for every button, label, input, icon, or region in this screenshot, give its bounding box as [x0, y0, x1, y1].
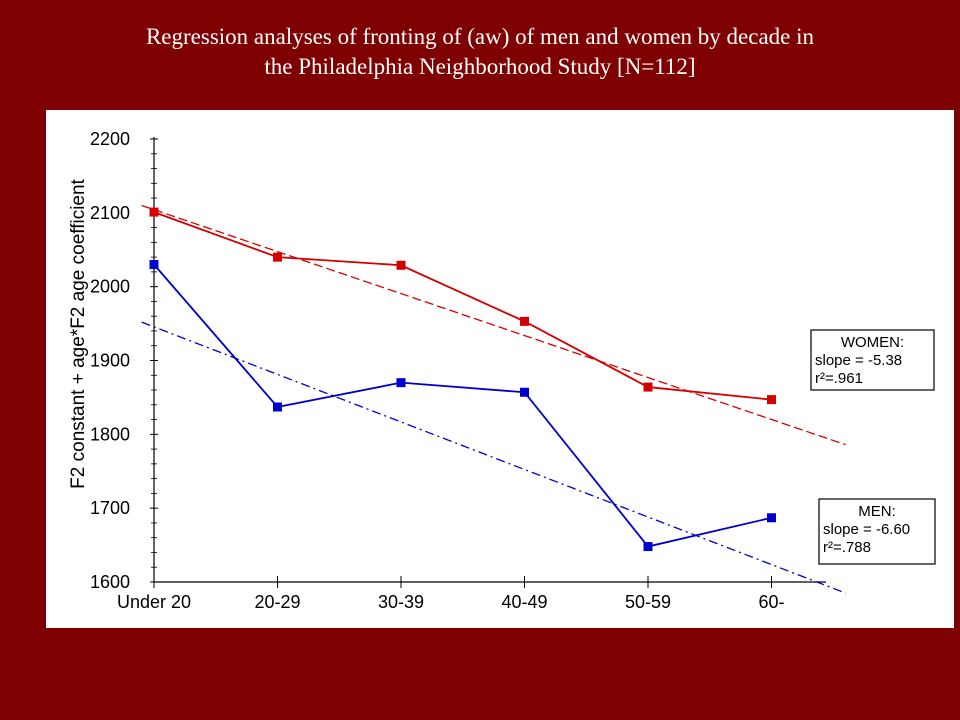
y-tick-label: 2200	[90, 129, 130, 149]
men-point	[520, 387, 529, 397]
men-point	[273, 402, 282, 412]
women-series-line	[153, 211, 772, 401]
women-point	[767, 395, 776, 405]
x-tick-label: 30-39	[378, 592, 424, 612]
data-series	[149, 207, 776, 552]
women-annotation-frame	[810, 329, 935, 391]
y-axis-label: F2 constant + age*F2 age coefficient	[68, 178, 89, 488]
men-annotation-line: MEN:	[858, 503, 896, 520]
men-point	[396, 378, 406, 388]
men-annotation-line: slope = -6.60	[823, 521, 910, 538]
y-tick-label: 2000	[90, 277, 130, 297]
men-series-line	[153, 263, 772, 548]
women-point	[273, 252, 282, 262]
men-point	[767, 513, 776, 523]
x-tick-label: 60-	[758, 592, 784, 612]
y-tick-label: 1600	[90, 572, 130, 592]
x-tick-label: 20-29	[254, 592, 300, 612]
women-point	[149, 207, 159, 217]
men-annotation-line: r²=.788	[823, 539, 871, 556]
men-trend-line	[141, 321, 846, 594]
regression-chart: F2 constant + age*F2 age coefficient 160…	[68, 129, 936, 612]
x-tick-label: 50-59	[625, 592, 671, 612]
women-annotation-line: slope = -5.38	[815, 352, 902, 369]
men-point	[643, 542, 653, 552]
y-tick-label: 2100	[90, 203, 130, 223]
axes: 1600 1700 1800 1900 2000 2100 2200 Under 20 20-2…	[90, 129, 826, 612]
men-point	[149, 260, 159, 270]
x-tick-label: 40-49	[501, 592, 547, 612]
title-line-2: the Philadelphia Neighborhood Study [N=1…	[264, 54, 696, 79]
y-tick-label: 1900	[90, 351, 130, 371]
women-annotation-line: WOMEN:	[841, 334, 904, 351]
title-line-1: Regression analyses of fronting of (aw) …	[145, 24, 815, 49]
men-annotation-frame	[818, 498, 936, 565]
women-point	[643, 382, 653, 392]
y-tick-label: 1800	[90, 424, 130, 444]
y-tick-label: 1700	[90, 498, 130, 518]
women-annotation-line: r²=.961	[815, 370, 863, 387]
women-point	[520, 316, 529, 326]
x-tick-label: Under 20	[117, 592, 191, 612]
trend-lines	[141, 204, 846, 594]
slide-title: Regression analyses of fronting of (aw) …	[0, 22, 960, 82]
chart-panel: F2 constant + age*F2 age coefficient 160…	[46, 110, 954, 628]
women-point	[396, 260, 406, 270]
women-trend-line	[141, 204, 846, 446]
